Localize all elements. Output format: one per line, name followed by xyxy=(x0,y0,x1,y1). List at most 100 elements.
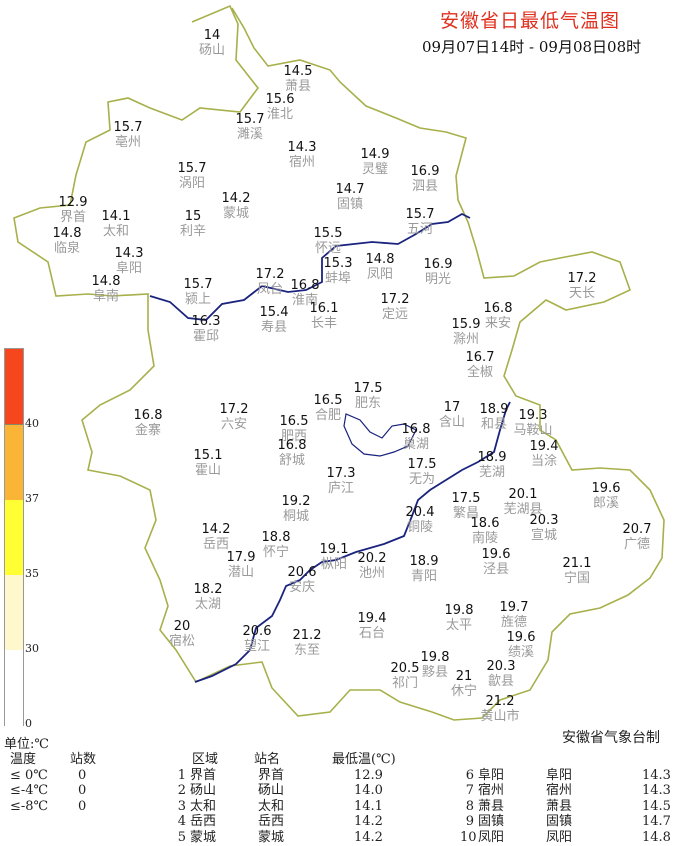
station-颍上: 15.7颍上 xyxy=(184,277,213,307)
rank-number: 3 xyxy=(177,798,186,814)
station-name: 明光 xyxy=(425,272,451,287)
station-value: 16.5 xyxy=(314,393,343,408)
station-value: 14.2 xyxy=(202,522,231,537)
station-合肥: 16.5合肥 xyxy=(314,393,343,423)
station-name: 寿县 xyxy=(261,320,287,335)
station-value: 17.5 xyxy=(452,491,481,506)
station-name: 青阳 xyxy=(411,569,437,584)
rank-row: 8 萧县 萧县 14.5 xyxy=(460,799,671,815)
station-name: 安庆 xyxy=(289,580,315,595)
station-name: 蒙城 xyxy=(223,206,249,221)
station-value: 14.8 xyxy=(366,252,395,267)
station-name: 黄山市 xyxy=(480,708,519,724)
station-name: 淮南 xyxy=(292,292,318,308)
station-value: 19.8 xyxy=(445,603,474,618)
station-name: 太湖 xyxy=(195,597,221,612)
station: 砀山 xyxy=(258,783,285,798)
station-太平: 19.8太平 xyxy=(445,603,474,633)
station-name: 天长 xyxy=(569,286,595,301)
legend-unit: 单位:℃ xyxy=(4,737,49,752)
station-东至: 21.2东至 xyxy=(293,628,322,658)
station-value: 19.2 xyxy=(282,494,311,509)
station-value: 20.1 xyxy=(509,487,538,502)
station-value: 14.2 xyxy=(222,191,251,206)
min-temp: 14.2 xyxy=(354,829,383,845)
station-value: 20.3 xyxy=(487,659,516,674)
station-name: 巢湖 xyxy=(403,437,429,452)
station-value: 16.9 xyxy=(411,164,440,179)
station-count: 0 xyxy=(78,767,87,783)
min-temp: 14.8 xyxy=(642,829,671,845)
station-name: 潜山 xyxy=(228,565,254,580)
temp-threshold: ≤-4℃ xyxy=(10,783,49,798)
station-name: 定远 xyxy=(382,307,408,322)
station-value: 16.5 xyxy=(280,414,309,429)
station-青阳: 18.9青阳 xyxy=(410,554,439,584)
station-value: 17.5 xyxy=(408,457,437,472)
station-value: 15.9 xyxy=(452,317,481,332)
station-value: 14 xyxy=(204,28,221,43)
station-全椒: 16.7全椒 xyxy=(466,350,495,380)
station-广德: 20.7广德 xyxy=(623,522,652,552)
station-name: 望江 xyxy=(244,638,270,654)
station-name: 肥东 xyxy=(355,396,381,411)
station-铜陵: 20.4铜陵 xyxy=(406,505,435,535)
station-淮北: 15.6淮北 xyxy=(266,92,295,122)
station-涡阳: 15.7涡阳 xyxy=(178,161,207,191)
station-name: 宁国 xyxy=(564,570,590,586)
station: 固镇 xyxy=(546,814,573,829)
station-value: 15.4 xyxy=(260,305,289,320)
station-name: 广德 xyxy=(624,537,650,552)
station-name: 阜南 xyxy=(93,288,119,304)
station-舒城: 16.8舒城 xyxy=(278,438,307,468)
station-count: 0 xyxy=(78,783,87,798)
legend-tick: 35 xyxy=(25,567,39,580)
station-value: 17.3 xyxy=(327,466,356,481)
station-name: 舒城 xyxy=(279,453,305,468)
station: 宿州 xyxy=(546,783,573,798)
station-当涂: 19.4当涂 xyxy=(530,439,559,469)
station-value: 18.8 xyxy=(262,530,291,545)
station-name: 亳州 xyxy=(115,134,141,150)
rank-row: 3 太和 太和 14.1 xyxy=(172,799,383,815)
station-岳西: 14.2岳西 xyxy=(202,522,231,552)
station-name: 郎溪 xyxy=(593,496,619,511)
station-value: 14.3 xyxy=(288,140,317,155)
station-天长: 17.2天长 xyxy=(568,271,597,301)
station-name: 灵璧 xyxy=(362,161,388,177)
station: 岳西 xyxy=(258,814,285,829)
station-太湖: 18.2太湖 xyxy=(194,582,223,612)
station: 凤阳 xyxy=(546,829,573,845)
station-宣城: 20.3宣城 xyxy=(530,513,559,543)
station-value: 19.8 xyxy=(421,650,450,665)
station-name: 无为 xyxy=(409,472,435,487)
station-value: 18.2 xyxy=(194,582,223,597)
rank-row: 2 砀山 砀山 14.0 xyxy=(172,783,383,799)
header-region: 区域 xyxy=(192,752,219,767)
rank-number: 1 xyxy=(177,767,186,783)
min-temp: 12.9 xyxy=(354,767,383,783)
station-value: 17.5 xyxy=(354,381,383,396)
station-泾县: 19.6泾县 xyxy=(482,547,511,577)
station-繁昌: 17.5繁昌 xyxy=(452,491,481,521)
station-value: 17.2 xyxy=(220,402,249,417)
station-name: 庐江 xyxy=(328,481,354,496)
station-value: 20.3 xyxy=(530,513,559,528)
station-界首: 12.9界首 xyxy=(59,195,88,225)
station-name: 芜湖 xyxy=(479,465,505,480)
station-和县: 18.9和县 xyxy=(480,402,509,432)
station-name: 铜陵 xyxy=(407,520,433,535)
rank-row: 7 宿州 宿州 14.3 xyxy=(460,783,671,799)
min-temp: 14.1 xyxy=(354,798,383,814)
station-霍邱: 16.3霍邱 xyxy=(192,314,221,344)
station-value: 19.4 xyxy=(358,611,387,626)
station-name: 当涂 xyxy=(531,453,557,469)
station-value: 17.2 xyxy=(256,267,285,282)
station-value: 17 xyxy=(444,400,461,415)
rank-number: 6 xyxy=(465,767,474,783)
min-temp: 14.2 xyxy=(354,814,383,829)
station: 蒙城 xyxy=(258,829,285,845)
station-name: 东至 xyxy=(294,643,320,658)
